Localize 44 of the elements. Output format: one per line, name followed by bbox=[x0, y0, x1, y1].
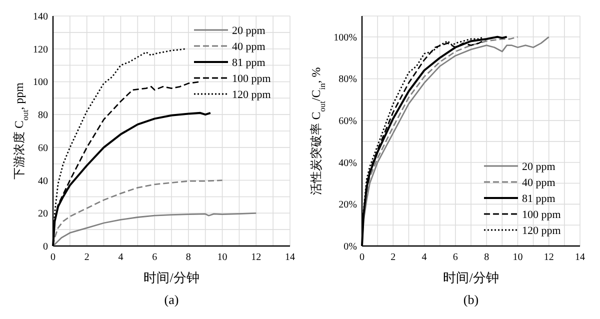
legend-label: 81 ppm bbox=[232, 57, 266, 69]
y-tick-label: 20 bbox=[38, 208, 48, 220]
y-tick-label: 20% bbox=[338, 200, 357, 211]
text: (a) bbox=[164, 292, 179, 307]
y-tick-label: 80% bbox=[338, 74, 357, 86]
x-tick-label: 4 bbox=[118, 252, 124, 263]
x-tick-label: 6 bbox=[452, 252, 458, 263]
x-tick-label: 12 bbox=[251, 252, 262, 263]
legend-label: 20 ppm bbox=[522, 161, 556, 173]
legend-label: 100 ppm bbox=[232, 73, 272, 85]
x-tick-label: 14 bbox=[285, 252, 295, 263]
x-axis-title: 时间/分钟 bbox=[144, 270, 200, 285]
y-tick-label: 0 bbox=[43, 242, 48, 252]
y-tick-label: 100 bbox=[33, 77, 48, 88]
x-tick-label: 8 bbox=[484, 252, 490, 263]
y-tick-label: 0% bbox=[344, 242, 357, 252]
x-tick-label: 10 bbox=[217, 252, 228, 263]
legend-label: 40 ppm bbox=[522, 177, 556, 189]
x-tick-label: 12 bbox=[544, 252, 554, 263]
legend-label: 100 ppm bbox=[522, 209, 562, 221]
text: (b) bbox=[463, 292, 479, 307]
x-tick-label: 0 bbox=[50, 252, 56, 263]
x-tick-label: 14 bbox=[575, 252, 585, 263]
y-tick-label: 60 bbox=[38, 142, 48, 154]
legend-label: 81 ppm bbox=[522, 193, 556, 205]
x-tick-label: 8 bbox=[186, 252, 191, 263]
y-tick-label: 40 bbox=[38, 176, 48, 187]
x-tick-label: 2 bbox=[390, 252, 396, 263]
x-tick-label: 6 bbox=[152, 252, 158, 263]
y-tick-label: 40% bbox=[338, 158, 357, 169]
y-tick-label: 100% bbox=[334, 32, 357, 44]
y-tick-label: 120 bbox=[33, 44, 48, 56]
legend-label: 120 ppm bbox=[522, 225, 562, 237]
legend-label: 120 ppm bbox=[232, 89, 272, 101]
x-tick-label: 0 bbox=[360, 252, 364, 263]
x-tick-label: 10 bbox=[512, 252, 523, 263]
legend-label: 40 ppm bbox=[232, 41, 266, 53]
legend-label: 20 ppm bbox=[232, 25, 266, 37]
x-tick-label: 2 bbox=[84, 252, 90, 263]
y-tick-label: 80 bbox=[38, 110, 48, 122]
x-axis-title: 时间/分钟 bbox=[443, 270, 499, 285]
x-tick-label: 4 bbox=[422, 252, 427, 263]
y-tick-label: 60% bbox=[338, 116, 357, 128]
y-tick-label: 140 bbox=[33, 12, 48, 22]
